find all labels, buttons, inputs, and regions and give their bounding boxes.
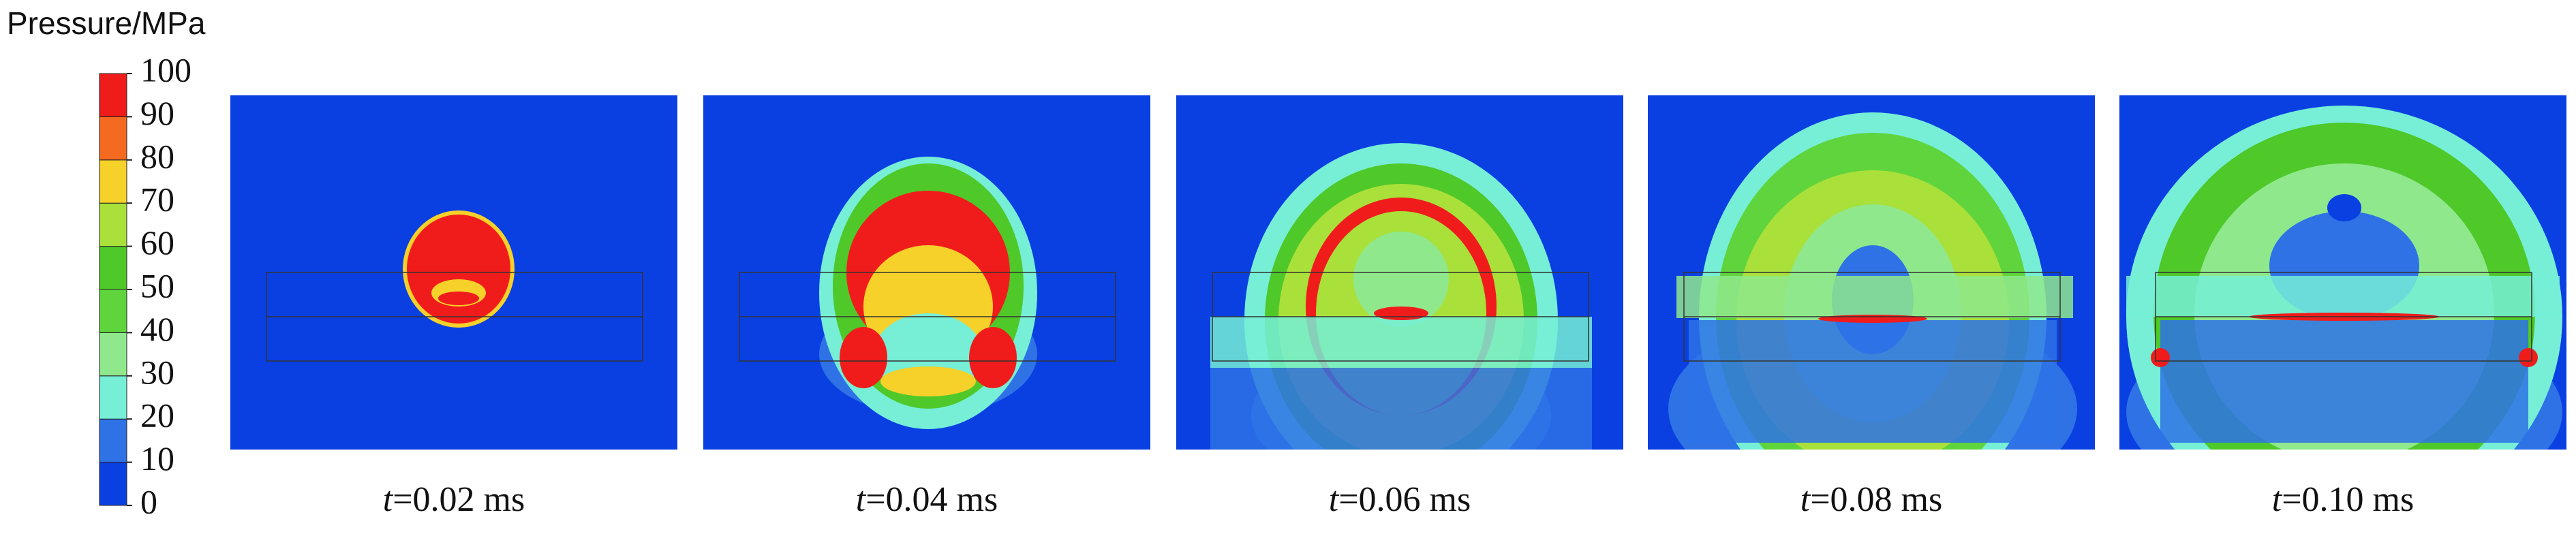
colorbar-tick-label: 40 (140, 310, 174, 348)
panel-label-text: =0.10 ms (2282, 480, 2414, 519)
colorbar-band (99, 159, 127, 204)
contour-field (1176, 95, 1623, 450)
colorbar-tick-label: 100 (140, 50, 191, 89)
contour-region (880, 366, 976, 396)
contour-panel (230, 95, 677, 450)
contour-region (2151, 348, 2170, 367)
contour-region (1374, 307, 1428, 320)
contour-field (1648, 95, 2095, 450)
contour-region (1353, 232, 1449, 327)
colorbar-band (99, 375, 127, 420)
colorbar-band (99, 246, 127, 290)
panel-label-var: t (1329, 480, 1340, 519)
colorbar: 0 10 20 30 40 50 60 70 80 90 100 (99, 50, 191, 520)
contour-region (2160, 320, 2528, 443)
panel-label: t=0.08 ms (1800, 480, 1942, 519)
colorbar-band (99, 462, 127, 506)
panel-label: t=0.04 ms (856, 480, 998, 519)
contour-region (2519, 348, 2538, 367)
contour-field (2119, 95, 2566, 450)
panel-label-var: t (383, 480, 394, 519)
panel-label-text: =0.04 ms (865, 480, 998, 519)
panel-label-var: t (1800, 480, 1811, 519)
colorbar-tick-label: 70 (140, 180, 174, 219)
contour-region (2126, 276, 2560, 317)
colorbar-tick-label: 90 (140, 94, 174, 132)
panel-label: t=0.10 ms (2272, 480, 2414, 519)
panel-label: t=0.02 ms (383, 480, 525, 519)
contour-field (703, 95, 1150, 450)
colorbar-tick-label: 0 (140, 482, 157, 520)
contour-region (1210, 368, 1592, 450)
panel-label-var: t (2272, 480, 2283, 519)
colorbar-tick-label: 50 (140, 266, 174, 304)
contour-panel (1176, 95, 1623, 450)
panel-label-text: =0.02 ms (393, 480, 525, 519)
colorbar-band (99, 202, 127, 247)
contour-region (438, 292, 479, 305)
colorbar-tick-label: 80 (140, 137, 174, 175)
contour-panel (703, 95, 1150, 450)
colorbar-title: Pressure/MPa (7, 5, 206, 41)
colorbar-tick-label: 30 (140, 353, 174, 391)
contour-region (840, 327, 887, 388)
colorbar-band (99, 418, 127, 463)
contour-field (230, 95, 677, 450)
panel-label-var: t (856, 480, 867, 519)
contour-region (1818, 315, 1927, 323)
contour-region (2327, 194, 2361, 221)
colorbar-tick-label: 20 (140, 396, 174, 435)
colorbar-band (99, 289, 127, 333)
contour-region (1676, 276, 2073, 318)
colorbar-band (99, 73, 127, 117)
contour-region (407, 215, 510, 324)
contour-panel (2119, 95, 2566, 450)
contour-region (1210, 317, 1592, 368)
colorbar-tick-label: 10 (140, 439, 174, 477)
contour-panel (1648, 95, 2095, 450)
panel-label: t=0.06 ms (1329, 480, 1471, 519)
contour-region (1689, 320, 2057, 443)
colorbar-band (99, 116, 127, 161)
contour-region (969, 327, 1017, 388)
panel-label-text: =0.08 ms (1810, 480, 1942, 519)
panels (230, 95, 2566, 450)
colorbar-tick-label: 60 (140, 223, 174, 262)
panel-label-text: =0.06 ms (1338, 480, 1471, 519)
colorbar-band (99, 332, 127, 377)
